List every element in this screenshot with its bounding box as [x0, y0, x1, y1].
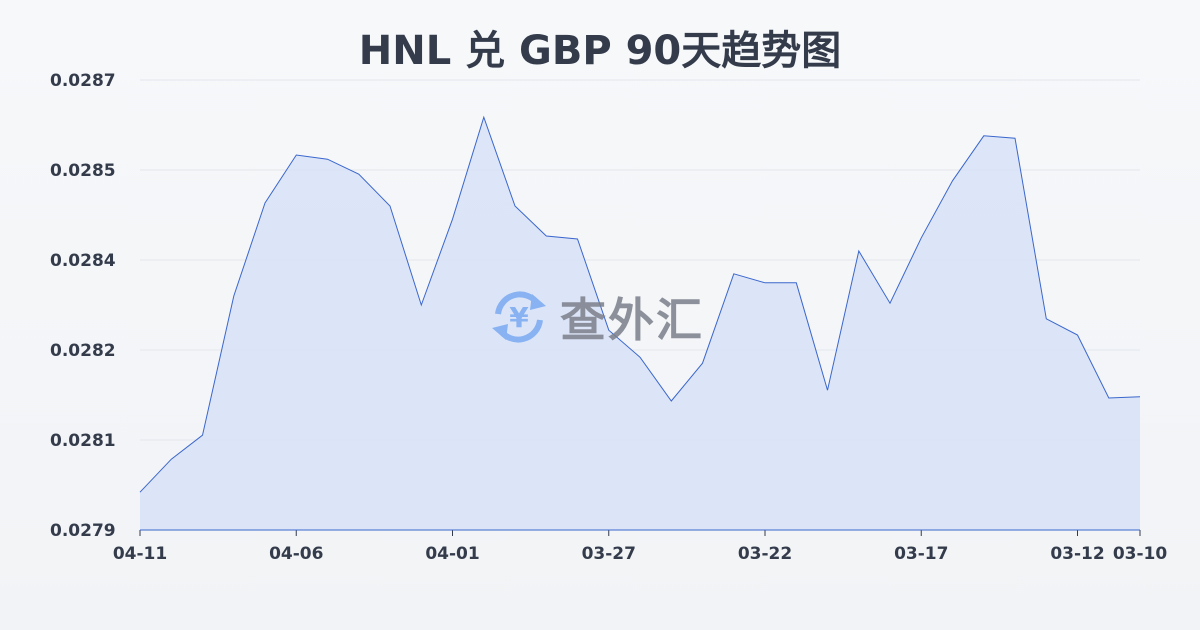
x-tick-label: 04-11: [113, 544, 167, 564]
watermark-text: 查外汇: [560, 293, 704, 347]
x-tick-label: 03-12: [1050, 544, 1104, 564]
watermark: ¥ 查外汇: [488, 284, 704, 350]
area-fill: [140, 117, 1140, 530]
x-tick-label: 03-17: [894, 544, 948, 564]
y-tick-label: 0.0281: [50, 431, 116, 451]
x-tick-label: 03-22: [738, 544, 792, 564]
x-tick-label: 04-06: [269, 544, 323, 564]
y-tick-label: 0.0284: [50, 251, 116, 271]
x-tick-label: 03-27: [582, 544, 636, 564]
x-tick-label: 04-01: [425, 544, 479, 564]
y-tick-label: 0.0287: [50, 71, 116, 91]
yen-exchange-icon: ¥: [492, 291, 546, 343]
y-tick-label: 0.0279: [50, 521, 116, 541]
svg-text:¥: ¥: [509, 301, 529, 334]
y-tick-label: 0.0282: [50, 341, 116, 361]
chart-title: HNL 兑 GBP 90天趋势图: [358, 28, 842, 74]
y-tick-label: 0.0285: [50, 161, 116, 181]
x-tick-label: 03-10: [1113, 544, 1168, 564]
